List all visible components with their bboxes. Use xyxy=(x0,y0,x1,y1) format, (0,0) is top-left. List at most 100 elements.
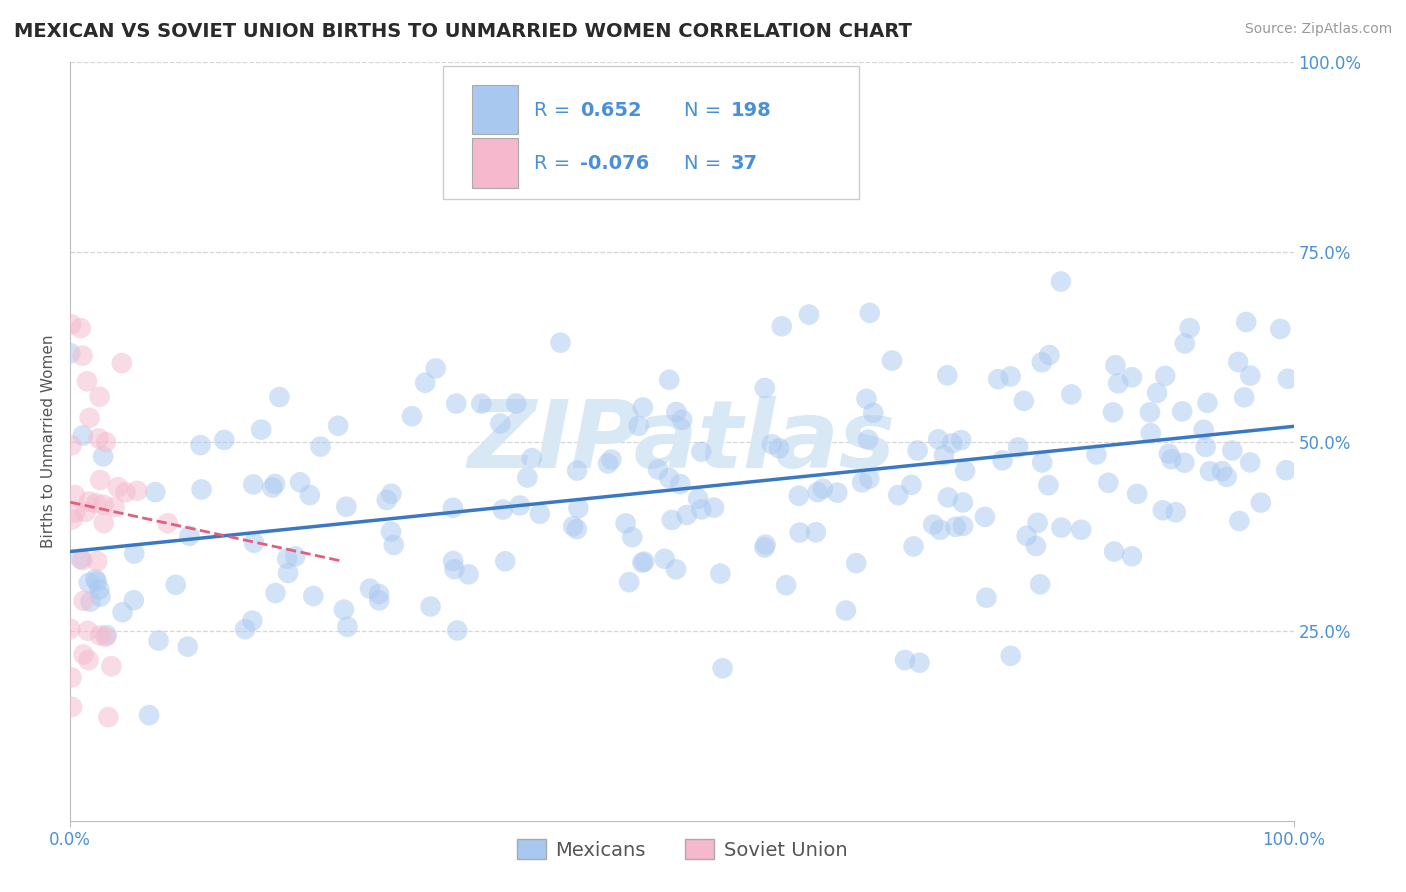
Point xyxy=(60,438,83,452)
Point xyxy=(284,549,307,564)
Point xyxy=(212,433,235,447)
Point xyxy=(457,567,479,582)
Point xyxy=(631,556,654,570)
Text: 0.652: 0.652 xyxy=(581,101,643,120)
Text: 37: 37 xyxy=(731,153,758,173)
Point xyxy=(1085,448,1108,462)
Point xyxy=(858,472,880,486)
Point xyxy=(1146,385,1168,400)
Point xyxy=(661,513,683,527)
Point xyxy=(505,396,527,410)
Point xyxy=(72,648,94,662)
Point xyxy=(359,582,381,596)
Point xyxy=(880,353,903,368)
Point xyxy=(807,485,830,500)
Point xyxy=(1050,275,1073,289)
Point xyxy=(336,620,359,634)
Text: N =: N = xyxy=(685,101,728,120)
Point xyxy=(100,659,122,673)
Point xyxy=(1025,539,1047,553)
Point xyxy=(520,451,543,466)
FancyBboxPatch shape xyxy=(471,138,517,187)
Point xyxy=(333,602,356,616)
Text: 198: 198 xyxy=(731,101,772,120)
Point xyxy=(243,535,266,549)
Point xyxy=(761,437,783,451)
Point xyxy=(1012,393,1035,408)
Point xyxy=(75,505,97,519)
Point xyxy=(845,556,868,570)
Point xyxy=(851,475,873,490)
Point xyxy=(1233,390,1256,404)
Point xyxy=(565,464,588,478)
Legend: Mexicans, Soviet Union: Mexicans, Soviet Union xyxy=(509,831,855,868)
Point xyxy=(1215,470,1237,484)
Point xyxy=(596,457,619,471)
FancyBboxPatch shape xyxy=(471,85,517,135)
Point xyxy=(1102,544,1125,558)
Point xyxy=(855,392,877,406)
Point xyxy=(787,489,810,503)
Point xyxy=(709,566,731,581)
Point xyxy=(941,436,963,450)
Point xyxy=(835,603,858,617)
Point xyxy=(72,349,94,363)
Point xyxy=(768,441,790,455)
Point xyxy=(1121,549,1143,564)
Point xyxy=(1234,315,1257,329)
Point xyxy=(633,555,655,569)
Point xyxy=(755,538,778,552)
Point xyxy=(754,381,776,395)
Y-axis label: Births to Unmarried Women: Births to Unmarried Women xyxy=(41,334,56,549)
Point xyxy=(1277,372,1299,386)
Point xyxy=(89,473,111,487)
Point xyxy=(711,661,734,675)
Point xyxy=(1164,505,1187,519)
Point xyxy=(143,485,166,500)
Point xyxy=(138,708,160,723)
Point xyxy=(380,524,402,539)
Point xyxy=(1160,452,1182,467)
Point xyxy=(76,624,98,638)
Point xyxy=(60,512,83,526)
Point xyxy=(686,491,709,506)
Point xyxy=(84,496,107,510)
Point xyxy=(190,438,212,452)
Point xyxy=(1000,369,1022,384)
Point xyxy=(60,671,83,685)
Point xyxy=(1031,355,1053,369)
Point xyxy=(953,464,976,478)
Point xyxy=(621,530,644,544)
Point xyxy=(127,483,149,498)
Point xyxy=(936,491,959,505)
Point xyxy=(887,488,910,502)
Point xyxy=(413,376,436,390)
Point xyxy=(1015,529,1038,543)
Point xyxy=(614,516,637,531)
Point xyxy=(907,443,929,458)
Point xyxy=(945,520,967,534)
Point xyxy=(93,516,115,530)
Point xyxy=(1229,514,1251,528)
Point xyxy=(1154,368,1177,383)
Point xyxy=(111,605,134,619)
Point xyxy=(936,368,959,383)
Point xyxy=(1007,440,1029,454)
Point xyxy=(1029,577,1052,591)
Point xyxy=(1107,376,1129,391)
Point xyxy=(627,418,650,433)
Point xyxy=(86,554,108,568)
Text: Source: ZipAtlas.com: Source: ZipAtlas.com xyxy=(1244,22,1392,37)
Point xyxy=(87,431,110,445)
Point xyxy=(382,538,405,552)
Point xyxy=(654,551,676,566)
Point xyxy=(1139,405,1161,419)
Point xyxy=(77,653,100,667)
Point xyxy=(690,502,713,516)
Point xyxy=(94,435,117,450)
Point xyxy=(89,582,111,597)
Point xyxy=(922,517,945,532)
Point xyxy=(825,485,848,500)
Point xyxy=(60,700,83,714)
Point xyxy=(1239,368,1261,383)
